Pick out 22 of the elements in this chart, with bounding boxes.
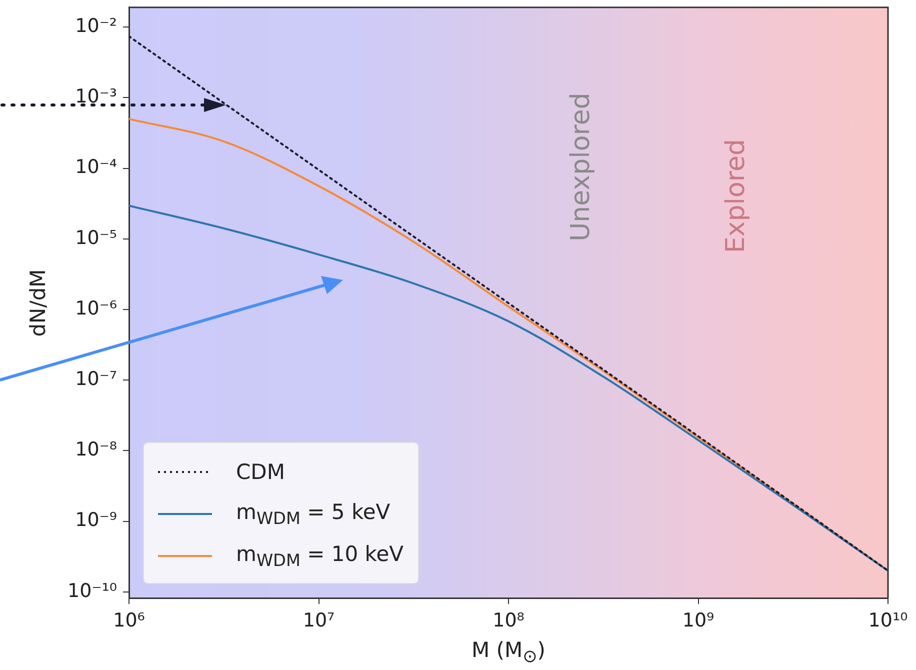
y-tick-label: 10⁻² [75, 15, 117, 38]
y-tick-label: 10⁻⁷ [75, 368, 117, 390]
y-tick-label: 10⁻³ [75, 86, 117, 108]
y-tick-label: 10⁻¹⁰ [68, 580, 117, 602]
x-tick-label: 10⁹ [682, 609, 714, 632]
y-axis-title: dN/dM [26, 268, 50, 336]
annotation: Explored [721, 139, 752, 254]
y-tick-label: 10⁻⁴ [75, 156, 118, 178]
y-tick-label: 10⁻⁸ [75, 438, 117, 461]
legend-label: m$_{WDM}$ = 10 keV [236, 542, 404, 570]
annotation: Unexplored [566, 92, 596, 242]
x-tick-label: 10⁷ [302, 609, 335, 632]
y-tick-label: 10⁻⁶ [75, 297, 117, 320]
x-axis-title: M (M$_{⊙}$) [472, 638, 546, 668]
y-tick-label: 10⁻⁵ [75, 226, 117, 249]
x-tick-label: 10⁸ [492, 609, 524, 632]
legend-label: m$_{WDM}$ = 5 keV [236, 500, 390, 528]
line-series [129, 35, 888, 572]
legend-label: CDM [236, 460, 285, 484]
y-tick-label: 10⁻⁹ [75, 509, 117, 532]
x-tick-label: 10⁶ [113, 609, 145, 632]
x-tick-label: 10¹⁰ [868, 609, 908, 632]
